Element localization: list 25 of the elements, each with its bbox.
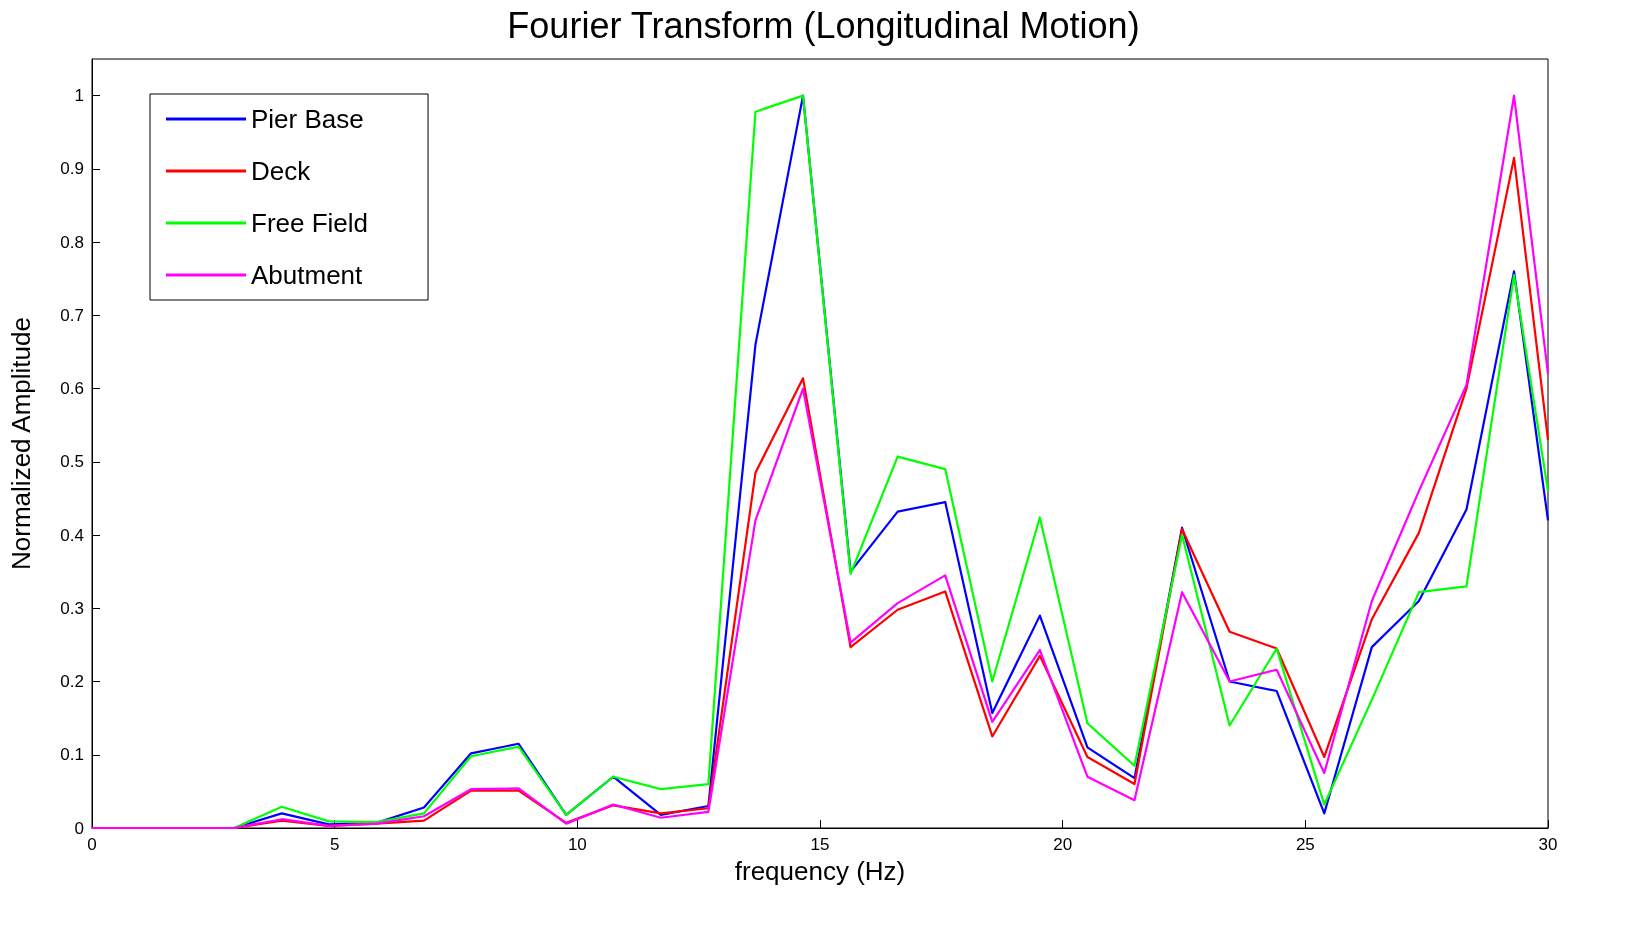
y-tick-label: 0.3	[60, 598, 84, 618]
y-tick-label: 0	[74, 818, 84, 838]
x-tick-label: 5	[329, 835, 340, 854]
x-tick-label: 15	[810, 835, 830, 854]
x-tick-label: 0	[87, 835, 97, 854]
chart-title: Fourier Transform (Longitudinal Motion)	[507, 4, 1140, 46]
x-tick-label: 10	[567, 835, 587, 854]
y-tick-label: 0.7	[60, 305, 84, 325]
y-tick-label: 0.5	[60, 452, 84, 472]
y-axis-title: Normalized Amplitude	[6, 317, 36, 570]
legend-label: Pier Base	[251, 104, 364, 134]
y-tick-label: 0.2	[60, 672, 84, 692]
y-tick-label: 0.8	[60, 232, 84, 252]
x-tick-label: 20	[1053, 835, 1073, 854]
y-tick-label: 0.9	[60, 159, 84, 179]
legend-label: Abutment	[251, 260, 364, 290]
y-tick-label: 0.4	[60, 525, 84, 545]
legend-label: Deck	[251, 156, 312, 186]
y-tick-label: 0.6	[60, 379, 84, 399]
legend-label: Free Field	[251, 208, 369, 238]
x-axis-title: frequency (Hz)	[734, 856, 906, 886]
x-tick-label: 25	[1295, 835, 1315, 854]
x-tick-label: 30	[1538, 835, 1558, 854]
y-tick-label: 0.1	[60, 745, 84, 765]
y-tick-label: 1	[74, 86, 84, 106]
